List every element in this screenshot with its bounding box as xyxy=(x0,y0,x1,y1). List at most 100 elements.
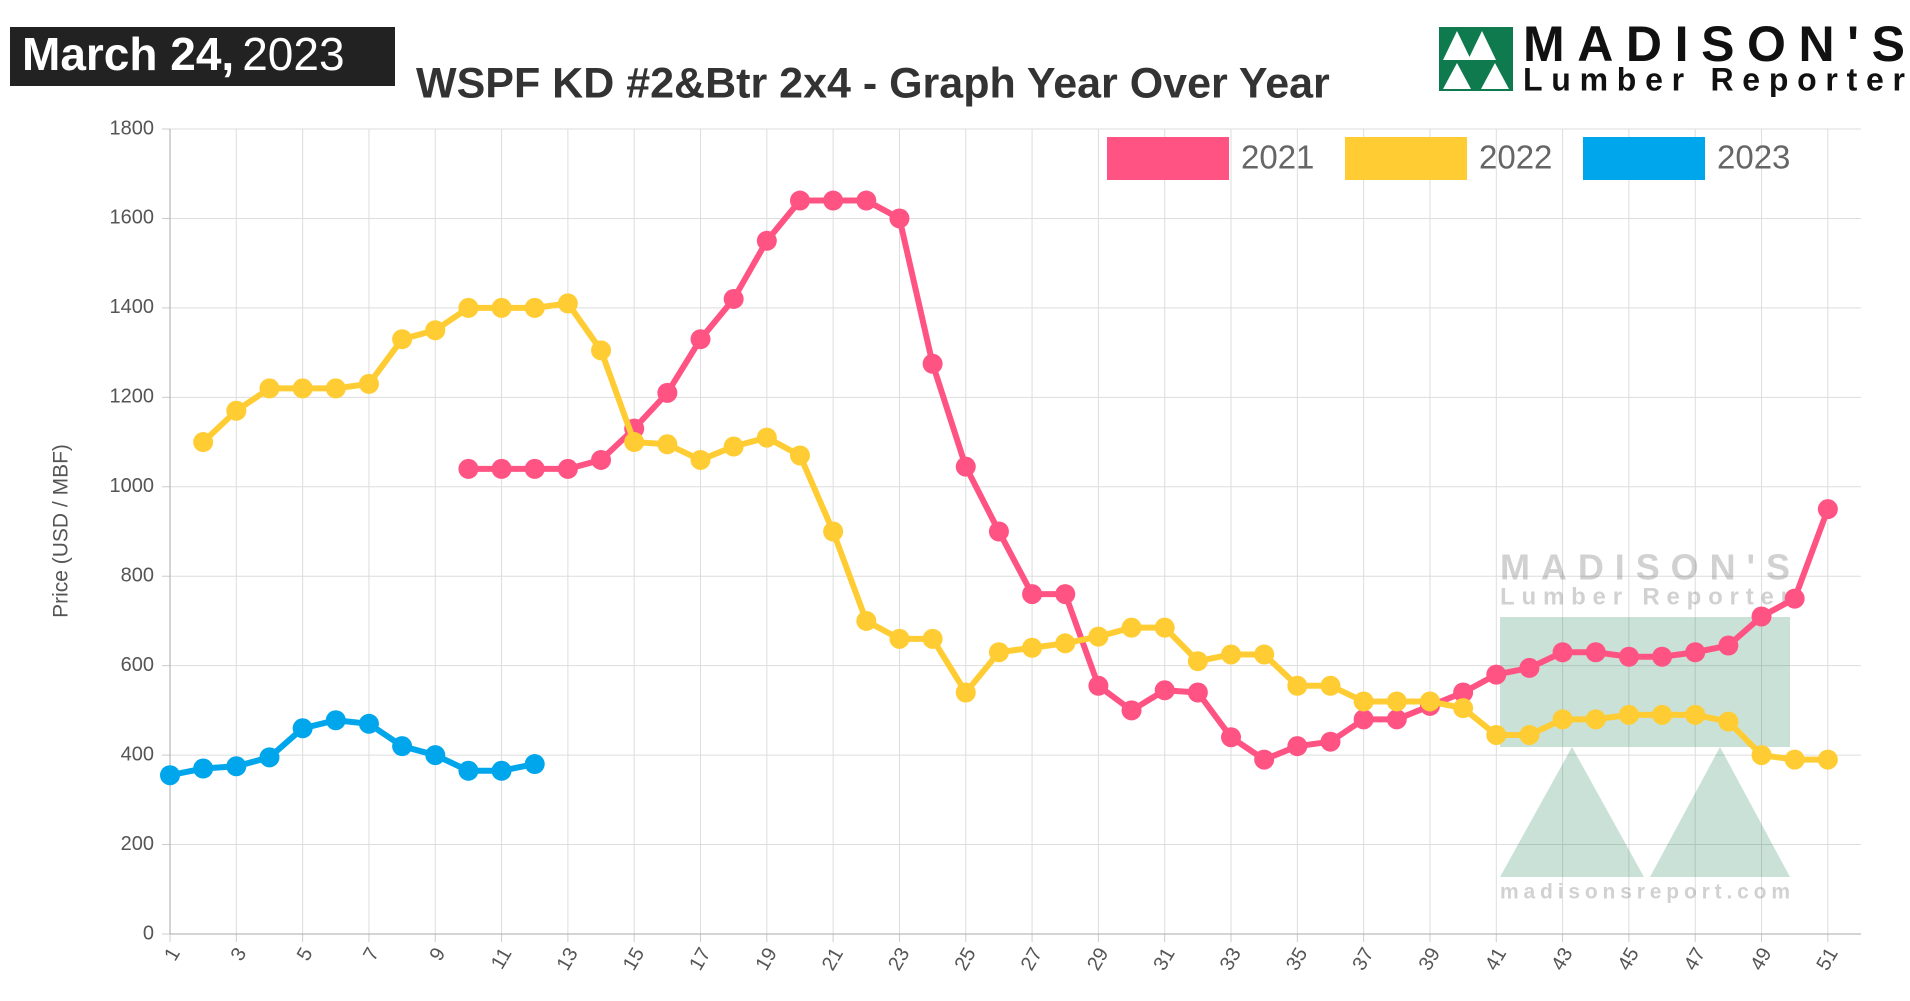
logo-tri xyxy=(1481,63,1509,89)
point xyxy=(1287,675,1308,696)
point xyxy=(1718,711,1739,732)
point xyxy=(823,521,844,542)
date-badge xyxy=(10,27,395,86)
point xyxy=(557,293,578,314)
legend-label: 2021 xyxy=(1241,139,1314,176)
point xyxy=(1685,704,1706,725)
point xyxy=(1187,682,1208,703)
point xyxy=(1817,499,1838,520)
date: March 24, xyxy=(22,28,234,80)
point xyxy=(1221,644,1242,665)
date-badge-text: March 24, 2023 xyxy=(22,28,345,80)
point xyxy=(723,436,744,457)
series-line xyxy=(169,717,536,779)
point xyxy=(1552,709,1573,730)
point xyxy=(1784,588,1805,609)
x-tick-label: 25 xyxy=(950,944,980,974)
point xyxy=(988,642,1009,663)
x-tick-label: 51 xyxy=(1813,944,1843,974)
point xyxy=(1386,709,1407,730)
point xyxy=(1618,704,1639,725)
point xyxy=(889,208,910,229)
point xyxy=(1154,680,1175,701)
point xyxy=(1088,626,1109,647)
point xyxy=(1088,675,1109,696)
x-tick-label: 15 xyxy=(619,944,649,974)
point xyxy=(1519,724,1540,745)
point xyxy=(491,760,512,781)
watermark-tri xyxy=(1650,747,1790,877)
point xyxy=(690,329,711,350)
x-tick-label: 41 xyxy=(1481,944,1511,974)
point xyxy=(259,747,280,768)
logo: MADISON'S Lumber Reporter xyxy=(1439,16,1905,97)
x-tick-label: 1 xyxy=(160,944,185,965)
x-tick-label: 5 xyxy=(293,944,318,965)
x-tick-label: 37 xyxy=(1348,944,1378,974)
point xyxy=(358,373,379,394)
point xyxy=(657,382,678,403)
x-tick-label: 7 xyxy=(359,944,384,965)
point xyxy=(392,329,413,350)
point xyxy=(1486,724,1507,745)
point xyxy=(1287,736,1308,757)
point xyxy=(856,190,877,211)
y-tick-label: 400 xyxy=(121,743,154,765)
legend-swatch xyxy=(1345,137,1467,180)
legend-swatch xyxy=(1583,137,1705,180)
point xyxy=(1022,584,1043,605)
x-tick-label: 29 xyxy=(1083,944,1113,974)
point xyxy=(160,765,180,786)
point xyxy=(1585,709,1606,730)
point xyxy=(922,353,943,374)
point xyxy=(491,458,512,479)
y-tick-label: 1000 xyxy=(110,475,155,497)
point xyxy=(1784,749,1805,770)
point xyxy=(1751,606,1772,627)
point xyxy=(591,449,612,470)
watermark-name: MADISON'S xyxy=(1500,547,1790,588)
point xyxy=(1652,646,1673,667)
point xyxy=(226,400,247,421)
point xyxy=(1055,584,1076,605)
x-tick-label: 43 xyxy=(1547,944,1577,974)
point xyxy=(1121,617,1142,638)
point xyxy=(690,449,711,470)
legend-label: 2023 xyxy=(1717,139,1790,176)
x-tick-label: 45 xyxy=(1614,944,1644,974)
year: 2023 xyxy=(242,28,344,80)
point xyxy=(756,427,777,448)
point xyxy=(458,760,479,781)
point xyxy=(591,340,612,361)
point xyxy=(955,456,976,477)
point xyxy=(1552,642,1573,663)
point xyxy=(789,190,810,211)
point xyxy=(458,297,479,318)
point xyxy=(325,710,346,731)
x-tick-label: 3 xyxy=(227,944,252,965)
point xyxy=(1519,657,1540,678)
point xyxy=(259,378,280,399)
x-tick-label: 35 xyxy=(1282,944,1312,974)
point xyxy=(756,230,777,251)
point xyxy=(1817,749,1838,770)
point xyxy=(226,756,247,777)
x-tick-label: 31 xyxy=(1149,944,1179,974)
y-tick-label: 200 xyxy=(121,833,154,855)
y-tick-label: 800 xyxy=(121,565,154,587)
y-tick-label: 0 xyxy=(143,922,154,944)
point xyxy=(1254,749,1275,770)
point xyxy=(1618,646,1639,667)
point xyxy=(1751,745,1772,766)
point xyxy=(392,736,413,757)
point xyxy=(1353,709,1374,730)
y-axis-label: Price (USD / MBF) xyxy=(50,444,73,618)
logo-tri xyxy=(1468,31,1496,60)
legend-label: 2022 xyxy=(1479,139,1552,176)
logo-tri xyxy=(1443,63,1471,89)
point xyxy=(1419,691,1440,712)
point xyxy=(425,745,446,766)
x-tick-label: 21 xyxy=(818,944,848,974)
point xyxy=(193,758,214,779)
